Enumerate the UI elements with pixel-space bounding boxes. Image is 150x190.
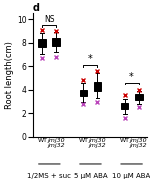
PathPatch shape	[94, 82, 101, 91]
Text: d: d	[33, 2, 40, 13]
PathPatch shape	[52, 38, 60, 46]
Text: 5 µM ABA: 5 µM ABA	[74, 173, 107, 179]
Text: NS: NS	[44, 15, 55, 25]
PathPatch shape	[80, 90, 87, 96]
Text: *: *	[88, 55, 93, 64]
PathPatch shape	[121, 103, 129, 109]
Text: 10 µM ABA: 10 µM ABA	[112, 173, 150, 179]
Text: *: *	[129, 72, 134, 82]
PathPatch shape	[135, 94, 142, 100]
Text: 1/2MS + suc: 1/2MS + suc	[27, 173, 71, 179]
PathPatch shape	[38, 39, 46, 48]
Y-axis label: Root length(cm): Root length(cm)	[5, 41, 14, 109]
